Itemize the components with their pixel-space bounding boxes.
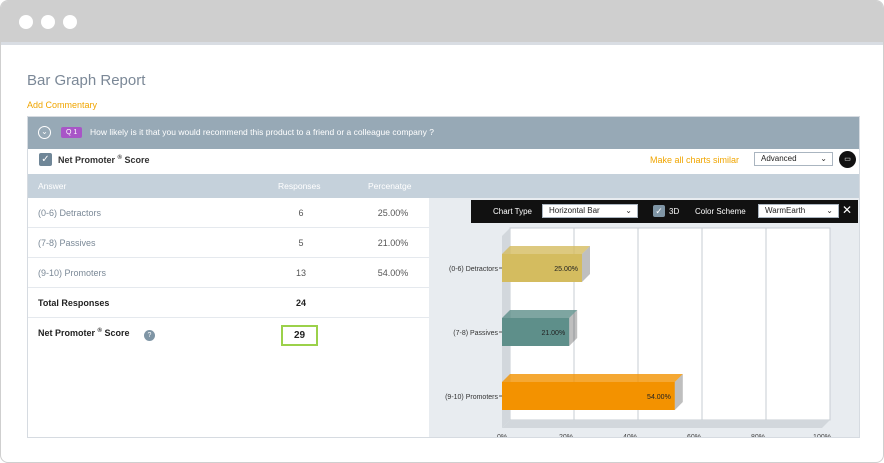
chart-type-select[interactable]: Horizontal Bar ⌄ [542,204,638,218]
data-label: 54.00% [647,394,671,401]
bar-chart: 0% 20% 40% 60% 80% 100% 25.00% (0-6) Detractors… [445,227,831,441]
bar [502,318,570,346]
nps-title: Net Promoter ® Score [58,155,150,165]
row-responses: 5 [298,238,304,248]
nps-score-value: 29 [281,325,318,346]
close-icon[interactable]: ✕ [842,203,853,217]
table-row: (9-10) Promoters 13 54.00% [28,258,429,288]
header-percentage: Percenatge [368,181,412,191]
bar [502,254,582,282]
view-mode-select[interactable]: Advanced ⌄ [754,152,833,166]
color-scheme-select[interactable]: WarmEarth ⌄ [758,204,839,218]
window-titlebar [1,1,883,45]
chart-area: 0% 20% 40% 60% 80% 100% 25.00% (0-6) Detractors… [429,198,859,441]
chevron-down-icon: ⌄ [826,206,833,215]
make-charts-similar-link[interactable]: Make all charts similar [650,155,740,165]
window-dot-icon [41,15,55,29]
color-scheme-label: Color Scheme [695,207,746,216]
row-responses: 13 [295,268,306,278]
row-answer: (9-10) Promoters [38,268,107,278]
nps-score-label: Net Promoter ® Score [38,328,130,338]
comment-icon[interactable]: ▭ [839,151,856,168]
bar-top [502,374,683,382]
chevron-down-icon: ⌄ [820,154,827,163]
question-badge: Q 1 [61,127,83,138]
x-tick-label: 40% [623,434,637,437]
bar-side [582,246,590,282]
3d-checkbox[interactable]: ✓ [653,205,665,217]
chart-toolbar: Chart Type Horizontal Bar ⌄ ✓ 3D Color Sc… [471,200,858,223]
row-percentage: 54.00% [377,268,409,278]
row-answer: (7-8) Passives [38,238,96,248]
category-label: (0-6) Detractors [449,266,499,273]
question-text: How likely is it that you would recommen… [90,127,434,137]
row-percentage: 21.00% [377,238,409,248]
window-dot-icon [63,15,77,29]
x-tick-label: 60% [687,434,701,437]
chevron-down-icon: ⌄ [625,206,632,215]
table-row: (7-8) Passives 5 21.00% [28,228,429,258]
x-tick-label: 80% [751,434,765,437]
window-dot-icon [19,15,33,29]
total-value: 24 [295,298,306,308]
category-label: (9-10) Promoters [445,394,498,401]
header-responses: Responses [278,181,321,191]
help-icon[interactable]: ? [144,330,155,341]
bar-top [502,310,578,318]
x-tick-label: 100% [813,434,831,437]
question-bar: ⌄ Q 1 How likely is it that you would re… [28,117,859,149]
report-panel: ⌄ Q 1 How likely is it that you would re… [27,116,860,441]
bar-top [502,246,590,254]
row-percentage: 25.00% [377,208,409,218]
data-label: 21.00% [541,330,565,337]
page-title: Bar Graph Report [27,72,146,89]
row-responses: 6 [298,208,304,218]
category-label: (7-8) Passives [453,330,498,337]
row-answer: (0-6) Detractors [38,208,102,218]
x-tick-label: 20% [559,434,573,437]
total-label: Total Responses [38,298,110,308]
nps-checkbox[interactable]: ✓ [39,153,52,166]
table-row: (0-6) Detractors 6 25.00% [28,198,429,228]
floor [502,420,830,428]
total-row: Total Responses 24 [28,288,429,318]
bar [502,382,675,410]
bar-side [569,310,578,346]
header-answer: Answer [38,181,67,191]
x-tick-label: 0% [497,434,507,437]
3d-label: 3D [669,207,680,216]
collapse-toggle-icon[interactable]: ⌄ [38,126,51,139]
bar-side [674,374,683,410]
add-commentary-link[interactable]: Add Commentary [27,100,98,110]
chart-type-label: Chart Type [493,207,532,216]
table-header: Answer Responses Percenatge [28,174,859,198]
data-label: 25.00% [554,266,578,273]
